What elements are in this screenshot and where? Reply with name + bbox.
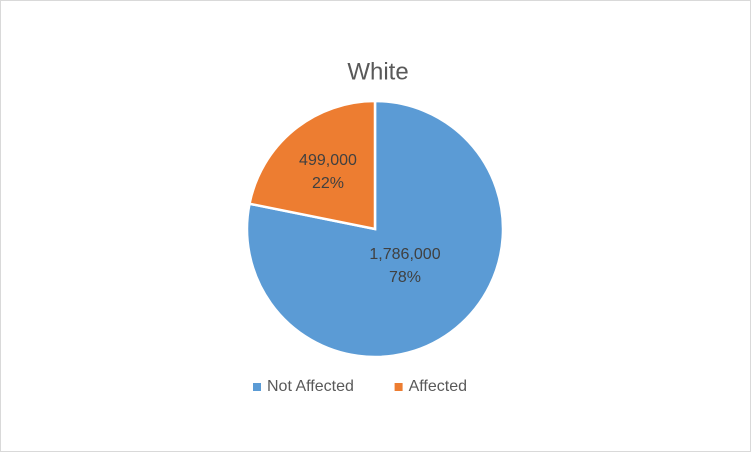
pie-slice <box>248 99 377 231</box>
percent-label: 78% <box>389 269 421 286</box>
legend-swatch <box>394 383 403 391</box>
data-label: 499,000 <box>299 152 357 169</box>
data-label: 1,786,000 <box>369 246 440 263</box>
chart-title: White <box>347 58 408 85</box>
percent-label: 22% <box>312 175 344 192</box>
legend-swatch <box>253 383 261 391</box>
legend-label: Not Affected <box>267 378 354 395</box>
legend-label: Affected <box>409 378 467 395</box>
